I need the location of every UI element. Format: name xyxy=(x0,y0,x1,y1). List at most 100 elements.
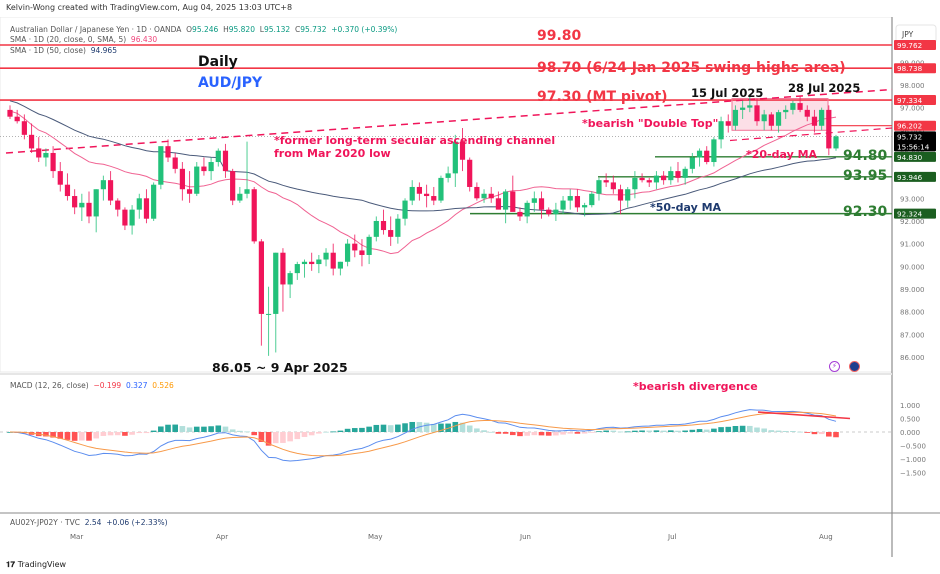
macd-histogram-bar xyxy=(272,432,279,444)
price-tick: 97.000 xyxy=(900,105,925,113)
date-label-15jul: 15 Jul 2025 xyxy=(691,86,763,100)
macd-histogram-bar xyxy=(538,432,545,436)
macd-legend[interactable]: MACD (12, 26, close) −0.199 0.327 0.526 xyxy=(10,381,174,390)
macd-histogram-bar xyxy=(603,430,609,432)
sma50-value: 94.965 xyxy=(90,46,117,55)
candle-body xyxy=(237,193,243,201)
time-axis-label: Mar xyxy=(70,533,83,541)
symbol-legend[interactable]: Australian Dollar / Japanese Yen · 1D · … xyxy=(10,25,397,34)
macd-histogram-bar xyxy=(150,430,157,432)
macd-histogram-bar xyxy=(308,432,315,436)
candle-body xyxy=(452,141,458,174)
price-badge xyxy=(894,40,936,50)
low-value: 95.132 xyxy=(263,25,291,34)
candle-body xyxy=(316,259,322,265)
candle-body xyxy=(653,175,660,183)
price-axis-ticks: 99.00098.00097.00096.00095.00094.00093.0… xyxy=(900,30,925,362)
channel-label-1: *former long-term secular ascending chan… xyxy=(274,134,555,147)
macd-histogram-bar xyxy=(129,432,135,435)
macd-histogram-bar xyxy=(711,428,717,432)
candle-body xyxy=(122,209,128,226)
candle-body xyxy=(574,196,581,208)
candle-body xyxy=(783,109,789,113)
macd-histogram-bar xyxy=(201,426,207,432)
price-badge-value: 93.946 xyxy=(897,173,923,182)
au-flag-icon[interactable] xyxy=(849,361,860,372)
candle-body xyxy=(431,196,437,201)
macd-histogram-bar xyxy=(617,431,624,433)
macd-line xyxy=(9,409,837,462)
candle-body xyxy=(567,196,573,201)
macd-histogram-bar xyxy=(833,432,839,438)
candle-body xyxy=(488,193,494,199)
spread-legend[interactable]: AU02Y-JP02Y · TVC 2.54 +0.06 (+2.33%) xyxy=(10,518,168,527)
macd-histogram-bar xyxy=(215,425,222,432)
candle-body xyxy=(251,189,257,242)
macd-histogram-bar xyxy=(258,432,265,442)
candle-body xyxy=(819,109,825,126)
candlesticks: 99.80 98.70 (6/24 Jan 2025 swing highs ar… xyxy=(7,28,888,375)
candle-body xyxy=(811,116,818,126)
macd-histogram-bar xyxy=(330,431,337,433)
macd-histogram-bar xyxy=(768,430,775,432)
macd-histogram-bar xyxy=(43,432,49,437)
sma50-line xyxy=(9,100,837,216)
candle-body xyxy=(64,184,71,197)
macd-histogram-bar xyxy=(689,429,696,432)
price-tick: 91.000 xyxy=(900,241,925,249)
candle-body xyxy=(423,193,430,197)
candle-body xyxy=(610,182,616,190)
candle-body xyxy=(222,150,229,172)
macd-histogram-bar xyxy=(265,432,272,446)
signal-line xyxy=(9,411,837,457)
macd-histogram-bar xyxy=(344,428,351,432)
candle-body xyxy=(582,205,588,208)
macd-histogram-bar xyxy=(668,430,674,432)
chart-frame: 99.00098.00097.00096.00095.00094.00093.0… xyxy=(0,16,940,557)
macd-histogram-bar xyxy=(438,423,444,432)
ma20-label: *20-day MA xyxy=(746,148,818,161)
macd-histogram-bar xyxy=(588,432,595,433)
tradingview-footer[interactable]: 𝟏𝟕 TradingView xyxy=(6,560,66,570)
sma20-legend[interactable]: SMA · 1D (20, close, 0, SMA, 5) 96.430 xyxy=(10,35,157,44)
price-tick: 90.000 xyxy=(900,263,925,271)
time-axis-label: Aug xyxy=(819,533,833,541)
macd-tick: 1.000 xyxy=(900,402,920,410)
candle-body xyxy=(7,109,13,117)
candle-body xyxy=(186,189,193,194)
macd-histogram-bar xyxy=(430,423,437,432)
macd-histogram-bar xyxy=(294,432,301,440)
ascending-channel xyxy=(5,88,893,154)
macd-histogram-bar xyxy=(517,432,523,437)
price-badge xyxy=(894,151,936,162)
candle-body xyxy=(754,105,760,122)
candle-body xyxy=(546,209,552,215)
level-label-9730: 97.30 (MT pivot) xyxy=(537,89,668,105)
bearish-divergence-label: *bearish divergence xyxy=(633,380,758,393)
spread-value: 2.54 xyxy=(84,518,102,527)
macd-histogram-bar xyxy=(100,432,107,436)
flash-icon[interactable]: ⚡ xyxy=(829,361,840,372)
candle-body xyxy=(165,146,171,158)
candle-body xyxy=(57,171,63,185)
macd-histogram-bar xyxy=(553,432,559,436)
price-badge xyxy=(894,171,936,182)
candle-body xyxy=(718,121,724,140)
candle-body xyxy=(438,177,444,201)
date-label-28jul: 28 Jul 2025 xyxy=(788,81,860,95)
candle-body xyxy=(740,107,746,110)
level-label-9980: 99.80 xyxy=(537,28,582,44)
ma50-label: *50-day MA xyxy=(650,201,722,214)
macd-histogram-bar xyxy=(725,426,732,432)
open-label: O xyxy=(186,25,193,34)
candle-body xyxy=(244,189,250,194)
macd-histogram-bar xyxy=(114,432,121,436)
candle-body xyxy=(151,184,157,219)
candle-body xyxy=(100,180,106,190)
price-badge-value: 96.202 xyxy=(897,122,922,131)
price-tick: 93.000 xyxy=(900,195,925,203)
price-chart[interactable]: 99.00098.00097.00096.00095.00094.00093.0… xyxy=(0,16,940,557)
sma50-legend[interactable]: SMA · 1D (50, close) 94.965 xyxy=(10,46,117,55)
candle-body xyxy=(761,114,767,122)
macd-histogram-bar xyxy=(488,431,495,433)
